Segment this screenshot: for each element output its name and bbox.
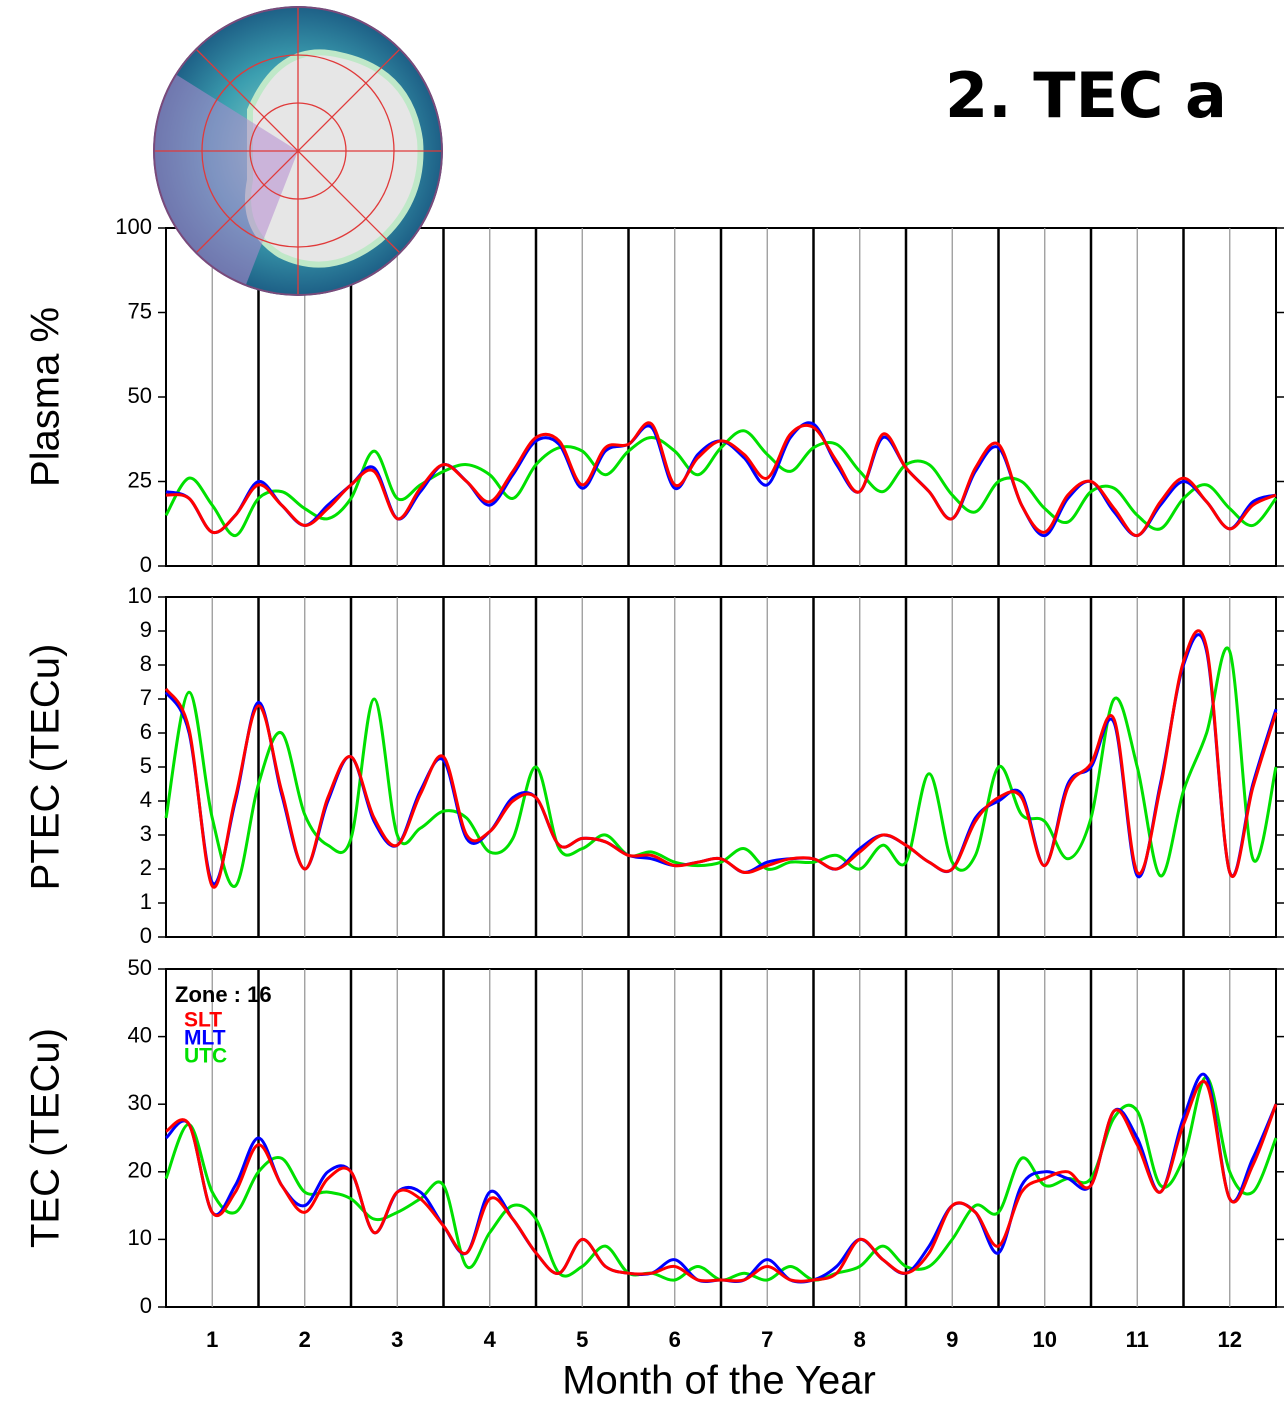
y-tick-label: 9 (140, 617, 152, 642)
y-axis-label: PTEC (TECu) (24, 644, 68, 891)
x-tick-label: 7 (761, 1327, 773, 1352)
x-tick-label: 6 (669, 1327, 681, 1352)
y-tick-label: 0 (140, 923, 152, 948)
y-tick-label: 75 (128, 298, 152, 323)
legend-entry: UTC (184, 1045, 227, 1068)
figure: 2. TEC a 0255075100Plasma %012345678910P… (0, 0, 1288, 1407)
x-axis-label: Month of the Year (562, 1359, 876, 1403)
x-tick-label: 12 (1218, 1327, 1242, 1352)
y-axis-label: Plasma % (24, 307, 68, 487)
y-tick-label: 0 (140, 552, 152, 577)
y-tick-label: 3 (140, 821, 152, 846)
y-tick-label: 10 (128, 583, 152, 608)
legend-title: Zone : 16 (175, 982, 272, 1007)
x-tick-label: 1 (206, 1327, 218, 1352)
y-tick-label: 25 (128, 467, 152, 492)
y-axis-label: TEC (TECu) (24, 1028, 68, 1248)
y-tick-label: 8 (140, 651, 152, 676)
x-tick-label: 4 (484, 1327, 497, 1352)
x-tick-label: 2 (299, 1327, 311, 1352)
y-tick-label: 6 (140, 719, 152, 744)
y-tick-label: 0 (140, 1293, 152, 1318)
region-map (153, 6, 443, 300)
y-tick-label: 40 (128, 1022, 152, 1047)
y-tick-label: 7 (140, 685, 152, 710)
y-tick-label: 20 (128, 1158, 152, 1183)
x-tick-label: 11 (1126, 1327, 1149, 1352)
y-tick-label: 50 (128, 383, 152, 408)
x-tick-label: 10 (1033, 1327, 1057, 1352)
y-tick-label: 5 (140, 753, 152, 778)
y-tick-label: 50 (128, 955, 152, 980)
x-tick-label: 3 (391, 1327, 403, 1352)
y-tick-label: 30 (128, 1090, 152, 1115)
page-title: 2. TEC a (945, 59, 1227, 132)
y-tick-label: 10 (128, 1225, 152, 1250)
x-tick-label: 5 (576, 1327, 588, 1352)
x-tick-label: 9 (946, 1327, 958, 1352)
y-tick-label: 100 (115, 214, 152, 239)
x-tick-label: 8 (854, 1327, 866, 1352)
y-tick-label: 2 (140, 855, 152, 880)
y-tick-label: 4 (140, 787, 152, 812)
y-tick-label: 1 (140, 889, 152, 914)
